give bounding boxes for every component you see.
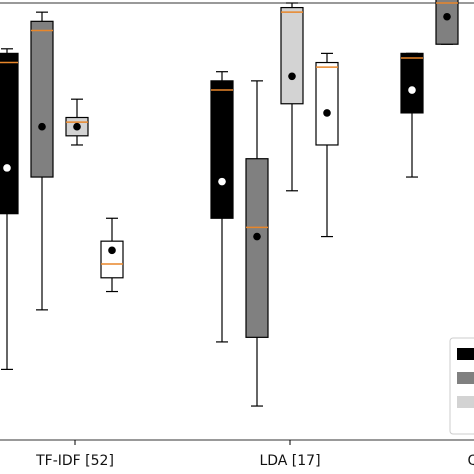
box-body xyxy=(280,6,304,105)
box-0-2 xyxy=(400,52,424,178)
box-1-0 xyxy=(30,11,54,311)
legend-swatch xyxy=(457,372,474,384)
mean-marker xyxy=(3,164,11,172)
mean-marker xyxy=(218,177,226,186)
mean-marker xyxy=(38,122,46,131)
x-axis-ticks: TF-IDF [52] LDA [17] Qu- xyxy=(35,440,474,469)
mean-marker xyxy=(253,232,261,241)
plot-border xyxy=(0,2,474,441)
box-0-1 xyxy=(210,71,234,343)
box-0-0 xyxy=(0,48,19,370)
mean-marker xyxy=(443,12,451,21)
mean-marker xyxy=(323,109,331,117)
box-body xyxy=(0,52,19,215)
legend xyxy=(449,337,474,435)
box-body xyxy=(30,20,54,178)
box-1-1 xyxy=(245,80,269,407)
box-3-0 xyxy=(100,217,124,293)
mean-marker xyxy=(408,86,416,94)
x-tick-label: Qu- xyxy=(468,453,474,469)
box-body xyxy=(245,158,269,338)
x-tick-label: LDA [17] xyxy=(259,453,320,469)
box-1-2 xyxy=(435,0,459,45)
box-3-1 xyxy=(315,52,339,238)
box-body xyxy=(435,0,459,45)
box-body xyxy=(400,52,424,114)
mean-marker xyxy=(108,246,116,255)
box-body xyxy=(315,61,339,146)
box-series-group xyxy=(0,0,459,407)
legend-swatch xyxy=(457,348,474,360)
legend-box xyxy=(449,337,474,435)
mean-marker xyxy=(288,72,296,81)
x-tick-label: TF-IDF [52] xyxy=(35,453,114,469)
legend-swatch xyxy=(457,396,474,408)
plot-frame xyxy=(0,2,474,441)
mean-marker xyxy=(73,122,81,131)
box-2-0 xyxy=(65,98,89,146)
box-2-1 xyxy=(280,2,304,192)
box-body xyxy=(100,240,124,279)
box-body xyxy=(210,80,234,219)
